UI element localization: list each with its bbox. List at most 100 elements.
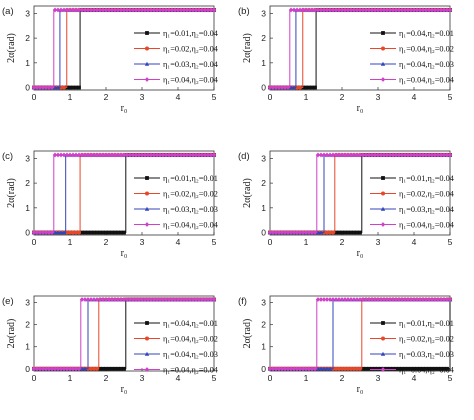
legend-entry: η₁=0.03,η₂=0.04 (370, 205, 455, 214)
x-tick-label: 4 (412, 237, 417, 247)
panel-label: (e) (2, 296, 14, 307)
data-point (297, 7, 303, 13)
data-point (267, 230, 273, 235)
y-tick-label: 2 (261, 33, 266, 43)
data-point (364, 366, 368, 371)
data-point (294, 230, 300, 235)
data-point (354, 297, 360, 302)
data-point (145, 152, 151, 158)
legend-label: η₁=0.02,η₂=0.04 (399, 190, 455, 199)
data-point (178, 7, 184, 13)
data-point (421, 366, 425, 371)
data-point (363, 7, 369, 13)
data-point (34, 230, 40, 235)
data-point (370, 366, 374, 371)
data-point (420, 152, 426, 158)
data-point (55, 7, 61, 13)
data-point (315, 7, 321, 13)
data-point (76, 7, 82, 13)
data-point (193, 7, 199, 13)
legend-marker (381, 191, 385, 196)
data-point (94, 7, 100, 13)
data-point (95, 366, 99, 371)
legend-marker (145, 46, 149, 51)
data-point (406, 366, 410, 371)
data-point (379, 366, 383, 371)
data-point (208, 7, 214, 13)
data-point (297, 230, 303, 235)
legend-entry: η₁=0.02,η₂=0.04 (134, 45, 219, 54)
x-tick-label: 3 (376, 373, 381, 383)
x-axis-label: r₀ (357, 384, 364, 395)
data-point (74, 85, 78, 90)
data-point (310, 85, 314, 90)
data-point (324, 366, 330, 371)
data-point (202, 152, 208, 158)
y-tick-label: 1 (25, 58, 30, 68)
data-point (366, 152, 372, 158)
data-point (127, 152, 133, 158)
chart-panel: (b) 0 1 2 3 4 5 0 1 2 3 r₀ 2α(rad) η₁=0.04,η₂=0.01 η₁=… (238, 5, 455, 114)
data-point (92, 366, 96, 371)
data-point (119, 366, 123, 371)
data-point (267, 85, 273, 90)
data-point (172, 7, 178, 13)
data-point (381, 297, 387, 302)
data-point (366, 7, 372, 13)
data-point (360, 7, 366, 13)
data-point (112, 152, 118, 158)
data-point (285, 85, 291, 90)
data-point (360, 152, 366, 158)
data-point (393, 297, 399, 302)
legend-entry: η₁=0.04,η₂=0.04 (134, 76, 219, 85)
y-tick-label: 2 (25, 178, 30, 188)
legend-label: η₁=0.01,η₂=0.04 (163, 29, 219, 38)
data-point (414, 297, 420, 302)
legend-label: η₁=0.04,η₂=0.04 (163, 221, 219, 230)
data-point (372, 7, 378, 13)
y-tick-label: 2 (25, 320, 30, 330)
data-point (444, 297, 450, 302)
data-point (124, 297, 130, 302)
data-point (306, 230, 312, 235)
data-point (279, 85, 285, 90)
x-tick-label: 1 (304, 237, 309, 247)
legend-label: η₁=0.04,η₂=0.04 (163, 366, 219, 375)
data-point (403, 366, 407, 371)
data-point (291, 85, 297, 90)
data-point (321, 297, 327, 302)
data-point (113, 366, 117, 371)
data-point (97, 7, 103, 13)
data-point (79, 297, 85, 302)
data-point (58, 152, 64, 158)
data-point (351, 7, 357, 13)
data-point (97, 297, 103, 302)
legend-label: η₁=0.04,η₂=0.04 (399, 221, 455, 230)
data-point (303, 7, 309, 13)
panel-label: (b) (238, 6, 250, 17)
data-point (358, 366, 362, 371)
legend-entry: η₁=0.04,η₂=0.04 (370, 221, 455, 230)
data-point (106, 7, 112, 13)
data-point (426, 152, 432, 158)
plot-frame (33, 295, 215, 372)
legend-entry: η₁=0.04,η₂=0.04 (134, 366, 219, 375)
data-point (103, 7, 109, 13)
data-point (384, 152, 390, 158)
data-point (109, 297, 115, 302)
data-point (91, 7, 97, 13)
data-point (115, 7, 121, 13)
data-point (118, 7, 124, 13)
legend-entry: η₁=0.02,η₂=0.02 (134, 190, 218, 199)
data-point (385, 366, 389, 371)
data-point (438, 7, 444, 13)
data-point (109, 152, 115, 158)
legend-entry: η₁=0.03,η₂=0.03 (134, 205, 218, 214)
legend-marker (380, 61, 386, 66)
data-point (378, 7, 384, 13)
data-point (276, 85, 282, 90)
data-point (441, 152, 447, 158)
data-point (91, 152, 97, 158)
data-point (402, 297, 408, 302)
legend-marker (380, 77, 386, 82)
